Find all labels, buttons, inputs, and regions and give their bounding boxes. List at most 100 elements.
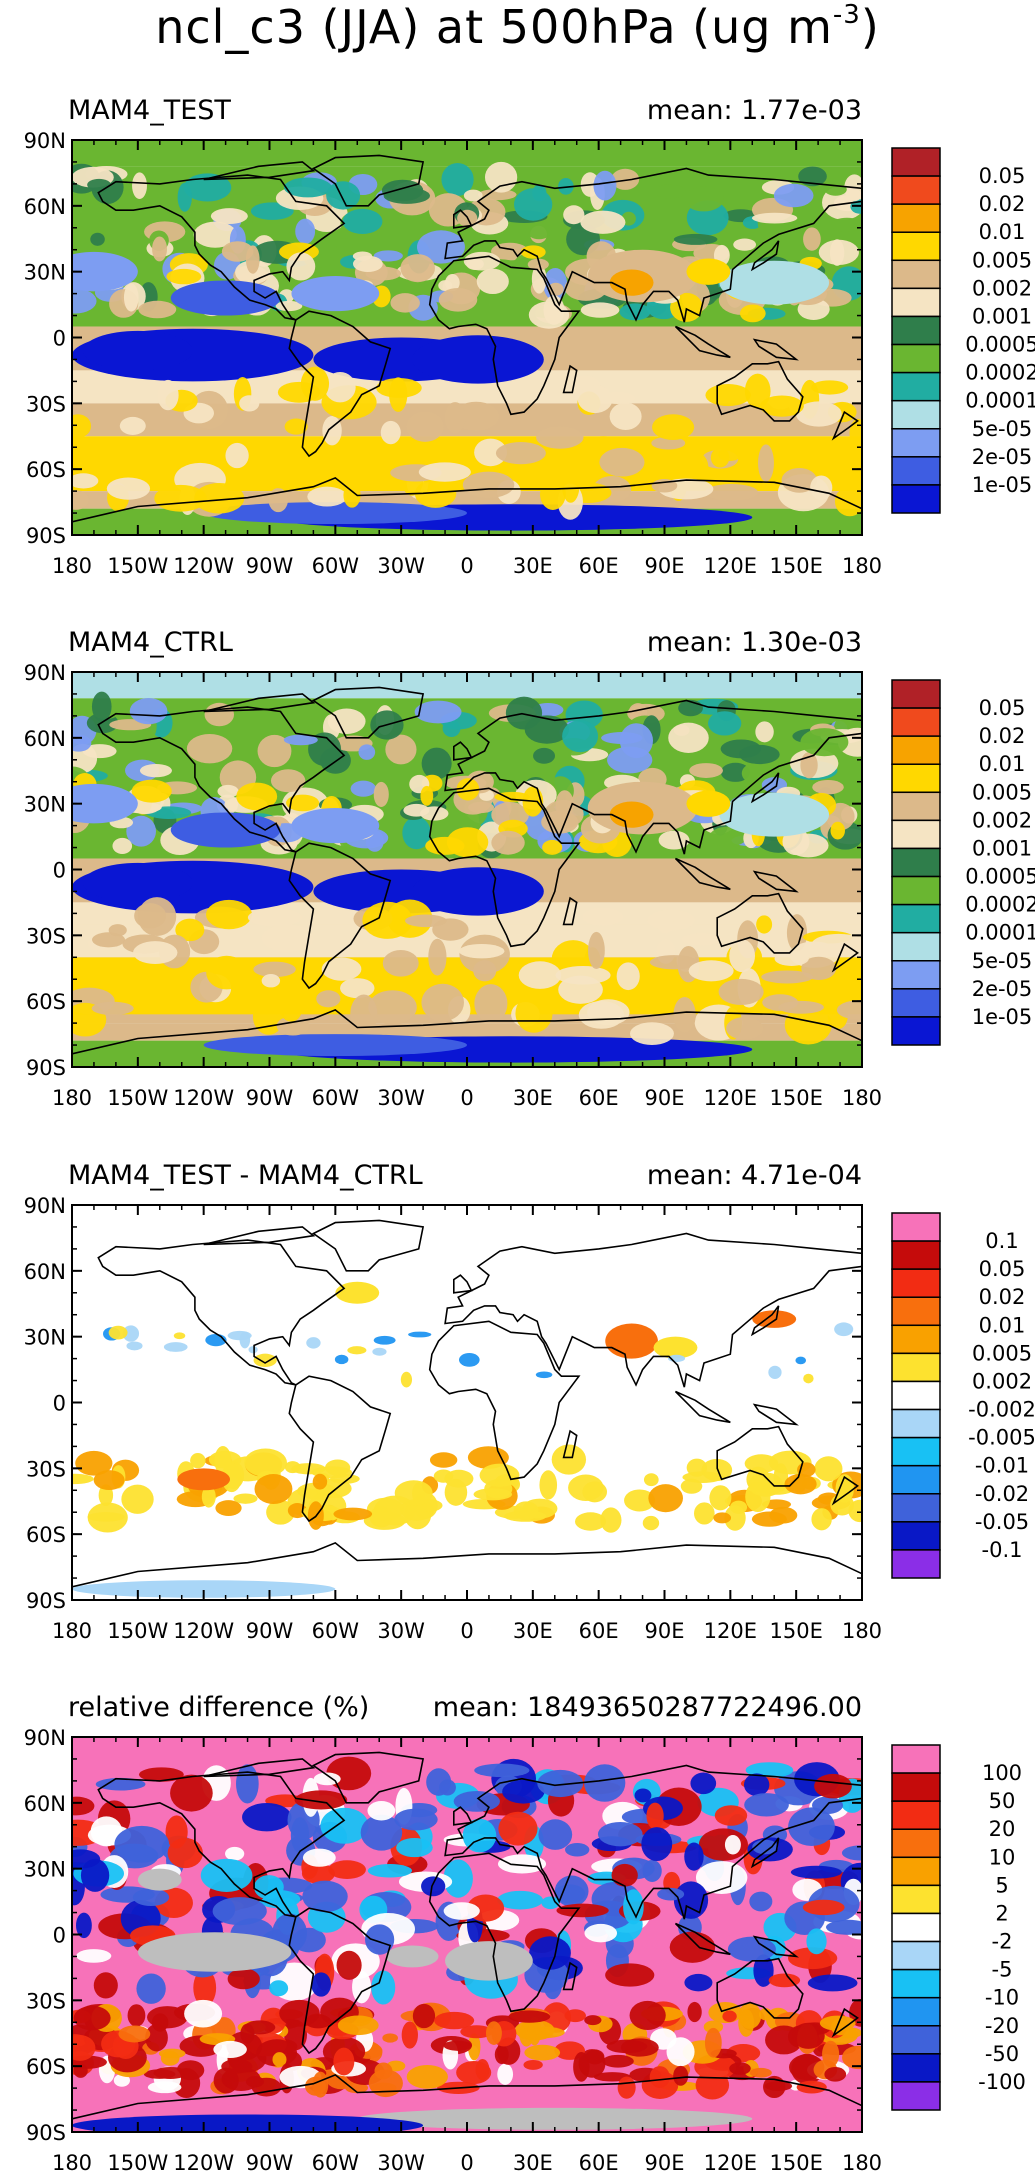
x-tick-label: 120E bbox=[704, 1619, 757, 1643]
coastline-africa bbox=[428, 1320, 581, 1481]
panel-title: MAM4_CTRL bbox=[68, 627, 233, 658]
colorbar-label: -50 bbox=[985, 2042, 1019, 2066]
colorbar-label: 5 bbox=[995, 1873, 1008, 1897]
panel-title: relative difference (%) bbox=[68, 1692, 369, 1723]
panel-rel: 180 150W 120W 90W 60W 30W 0 30E 60E 90E 120E 150E 18… bbox=[24, 1692, 1026, 2175]
coastline-madagascar bbox=[562, 896, 578, 926]
y-tick-label: 90S bbox=[26, 1056, 66, 1080]
colorbar-swatch bbox=[891, 1408, 941, 1439]
x-tick-label: 90E bbox=[645, 2151, 685, 2175]
coastline-north-america bbox=[97, 1771, 346, 1918]
x-tick-label: 30E bbox=[513, 1086, 553, 1110]
coastline-new-guinea bbox=[752, 1935, 799, 1958]
colorbar-diff: 0.1 0.05 0.02 0.01 0.005 0.002 -0.002 -0.005 -0.… bbox=[891, 1212, 1035, 1579]
panel-title: MAM4_TEST bbox=[68, 95, 231, 126]
y-tick-label: 30N bbox=[24, 261, 66, 285]
colorbar-swatch bbox=[891, 1493, 941, 1523]
colorbar-swatch bbox=[891, 287, 941, 318]
coastline-south-america bbox=[288, 310, 392, 458]
colorbar-label: 0.002 bbox=[972, 808, 1032, 832]
colorbar-ctrl: 0.05 0.02 0.01 0.005 0.002 0.001 0.0005 0.0002 0… bbox=[891, 679, 1035, 1046]
colorbar-swatch bbox=[891, 1884, 941, 1915]
colorbar-label: 0.05 bbox=[979, 164, 1026, 188]
colorbar-swatch bbox=[891, 343, 941, 374]
coastline-new-guinea bbox=[752, 1403, 799, 1426]
colorbar-label: 0.1 bbox=[985, 1229, 1018, 1253]
colorbar-swatch bbox=[891, 1296, 941, 1327]
colorbar-label: -5 bbox=[992, 1958, 1013, 1982]
x-tick-label: 90W bbox=[246, 1086, 294, 1110]
coastline-uk bbox=[452, 741, 473, 761]
x-tick-label: 120E bbox=[704, 2151, 757, 2175]
colorbar-swatch bbox=[891, 2025, 941, 2055]
colorbar-swatch bbox=[891, 1940, 941, 1971]
colorbar-label: 0.0001 bbox=[965, 389, 1035, 413]
y-tick-label: 60N bbox=[24, 1260, 66, 1284]
colorbar-label: 0.005 bbox=[972, 1341, 1032, 1365]
x-tick-label: 30E bbox=[513, 1619, 553, 1643]
x-tick-label: 180 bbox=[842, 1619, 882, 1643]
colorbar-swatch bbox=[891, 1549, 941, 1579]
y-tick-label: 0 bbox=[53, 1924, 66, 1948]
y-tick-label: 0 bbox=[53, 327, 66, 351]
colorbar-swatch bbox=[891, 428, 941, 458]
figure-title: ncl_c3 (JJA) at 500hPa (ug m-3) bbox=[0, 0, 1035, 54]
coastline-eurasia bbox=[444, 699, 862, 855]
x-tick-label: 180 bbox=[52, 2151, 92, 2175]
colorbar-swatch bbox=[891, 147, 941, 177]
colorbar-swatch bbox=[891, 707, 941, 737]
coastline-africa bbox=[428, 255, 581, 416]
coastline-uk bbox=[452, 1274, 473, 1294]
colorbar-swatch bbox=[891, 1828, 941, 1859]
colorbar-swatch bbox=[891, 1380, 941, 1411]
coastline-north-america bbox=[97, 1239, 346, 1386]
colorbar-swatch bbox=[891, 1968, 941, 1999]
y-tick-label: 90N bbox=[24, 1194, 66, 1218]
x-tick-label: 30E bbox=[513, 2151, 553, 2175]
colorbar-swatch bbox=[891, 1464, 941, 1495]
colorbar-swatch bbox=[891, 1996, 941, 2027]
colorbar-label: 20 bbox=[989, 1817, 1016, 1841]
coastline-antarctica bbox=[72, 476, 862, 523]
colorbar-swatch bbox=[891, 175, 941, 205]
colorbar-swatch bbox=[891, 875, 941, 906]
colorbar-swatch bbox=[891, 1772, 941, 1802]
colorbar-label: 0.0001 bbox=[965, 921, 1035, 945]
x-tick-label: 150W bbox=[107, 554, 168, 578]
x-tick-label: 180 bbox=[842, 1086, 882, 1110]
colorbar-rel: 100 50 20 10 5 2 -2 -5 -10 -20 -50 -100 bbox=[891, 1744, 1026, 2111]
colorbar-test: 0.05 0.02 0.01 0.005 0.002 0.001 0.0005 0.0002 0… bbox=[891, 147, 1035, 514]
colorbar-label: 0.0005 bbox=[965, 333, 1035, 357]
figure-title-end: ) bbox=[860, 0, 880, 54]
x-tick-label: 60E bbox=[579, 1086, 619, 1110]
colorbar-swatch bbox=[891, 1240, 941, 1270]
colorbar-label: 0.02 bbox=[979, 1285, 1026, 1309]
x-tick-label: 0 bbox=[460, 2151, 473, 2175]
colorbar-label: 50 bbox=[989, 1789, 1016, 1813]
coastline-indonesia bbox=[674, 857, 731, 891]
y-tick-label: 30N bbox=[24, 1858, 66, 1882]
coastline-madagascar bbox=[562, 1961, 578, 1991]
x-tick-label: 180 bbox=[52, 1086, 92, 1110]
colorbar-swatch bbox=[891, 1800, 941, 1830]
coastline-australia bbox=[716, 1425, 804, 1487]
y-tick-label: 60S bbox=[26, 458, 66, 482]
y-tick-label: 60N bbox=[24, 1792, 66, 1816]
colorbar-swatch bbox=[891, 988, 941, 1018]
colorbar-label: 0.05 bbox=[979, 1257, 1026, 1281]
x-tick-label: 30W bbox=[377, 2151, 425, 2175]
colorbar-label: -0.005 bbox=[968, 1426, 1035, 1450]
panel-mean: mean: 18493650287722496.00 bbox=[433, 1692, 862, 1723]
x-tick-label: 60W bbox=[312, 2151, 360, 2175]
x-tick-label: 180 bbox=[52, 1619, 92, 1643]
y-tick-label: 30S bbox=[26, 392, 66, 416]
colorbar-label: -2 bbox=[992, 1930, 1013, 1954]
x-tick-label: 180 bbox=[52, 554, 92, 578]
coastline-madagascar bbox=[562, 1429, 578, 1459]
y-tick-label: 90N bbox=[24, 129, 66, 153]
colorbar-swatch bbox=[891, 2053, 941, 2083]
x-tick-label: 180 bbox=[842, 554, 882, 578]
colorbar-swatch bbox=[891, 735, 941, 765]
x-tick-label: 30W bbox=[377, 1086, 425, 1110]
colorbar-label: 2e-05 bbox=[972, 445, 1033, 469]
